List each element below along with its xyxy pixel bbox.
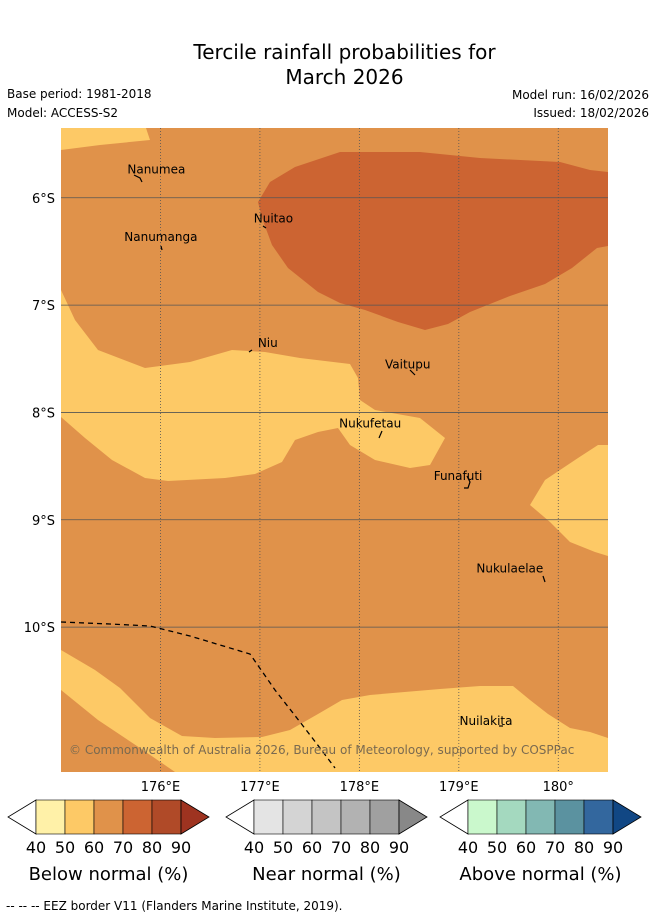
probability-zone-50-60-central: [61, 290, 445, 481]
longitude-tick-label: 177°E: [240, 780, 280, 795]
colorbar-title: Below normal (%): [29, 864, 189, 885]
colorbar-tick-label: 50: [55, 838, 75, 857]
colorbar-swatch: [122, 799, 153, 835]
place-label: Funafuti: [434, 469, 483, 483]
colorbar-tick-label: 80: [574, 838, 594, 857]
longitude-tick-label: 176°E: [141, 780, 181, 795]
colorbar-extend-low: [439, 799, 469, 835]
latitude-tick-label: 7°S: [32, 299, 55, 314]
chart-title: Tercile rainfall probabilities for March…: [0, 40, 655, 90]
probability-zone-50-60-north: [61, 128, 150, 150]
island-nukufetau-shape: [378, 430, 383, 439]
map-panel: Nanumea Nanumanga Nuitao Niu Vaitupu Nukufeta…: [61, 128, 608, 772]
latitude-tick-label: 6°S: [32, 192, 55, 207]
title-line-2: March 2026: [285, 65, 404, 89]
place-label: Vaitupu: [385, 358, 431, 372]
colorbar-extend-high: [612, 799, 642, 835]
island-nukulaelae-shape: [542, 575, 546, 583]
issued-date: Issued: 18/02/2026: [533, 106, 649, 120]
latitude-tick-label: 8°S: [32, 406, 55, 421]
longitude-tick-label: 178°E: [340, 780, 380, 795]
longitude-ticks: 176°E 177°E 178°E 179°E 180°: [141, 780, 574, 795]
latitude-tick-label: 10°S: [24, 621, 55, 636]
colorbar-tick-label: 70: [545, 838, 565, 857]
place-labels: Nanumea Nanumanga Nuitao Niu Vaitupu Nukufeta…: [124, 162, 543, 728]
island-nuitao-shape: [262, 225, 267, 229]
colorbar-swatch: [35, 799, 66, 835]
latitude-ticks: 6°S 7°S 8°S 9°S 10°S: [24, 192, 55, 636]
longitude-tick-label: 180°: [543, 780, 574, 795]
colorbar-swatch: [311, 799, 342, 835]
colorbar-3: 40 50 60 70 80 90 Above normal (%): [439, 799, 642, 885]
colorbar-tick-label: 70: [331, 838, 351, 857]
island-vaitupu-shape: [409, 369, 416, 376]
colorbar-tick-label: 80: [360, 838, 380, 857]
island-niu-shape: [248, 349, 253, 353]
island-markers: [133, 174, 546, 727]
colorbar-swatch: [467, 799, 498, 835]
eez-legend-note: -- -- -- EEZ border V11 (Flanders Marine…: [6, 899, 343, 913]
colorbar-swatch: [340, 799, 371, 835]
model-run: Model run: 16/02/2026: [511, 88, 649, 102]
colorbar-swatch: [525, 799, 556, 835]
place-label: Nukufetau: [339, 417, 401, 431]
latitude-tick-label: 9°S: [32, 514, 55, 529]
model-name: Model: ACCESS-S2: [7, 106, 119, 120]
colorbar-1: 40 50 60 70 80 90 Below normal (%): [7, 799, 210, 885]
eez-border-line: [61, 621, 336, 769]
colorbar-tick-label: 90: [389, 838, 409, 857]
probability-zone-70-80: [258, 152, 608, 330]
colorbar-tick-label: 50: [487, 838, 507, 857]
colorbar-swatch: [151, 799, 182, 835]
place-label: Nanumanga: [124, 230, 197, 244]
title-line-1: Tercile rainfall probabilities for: [193, 40, 496, 64]
colorbar-swatch: [93, 799, 124, 835]
colorbar-tick-label: 60: [302, 838, 322, 857]
colorbar-tick-label: 40: [458, 838, 478, 857]
colorbar-extend-low: [7, 799, 37, 835]
colorbar-tick-label: 90: [171, 838, 191, 857]
colorbar-tick-label: 50: [273, 838, 293, 857]
probability-zone-50-60-south: [61, 650, 608, 772]
colorbar-extend-high: [398, 799, 428, 835]
longitude-tick-label: 179°E: [439, 780, 479, 795]
island-nanumanga-shape: [160, 245, 163, 251]
colorbar-swatch: [64, 799, 95, 835]
colorbar-title: Above normal (%): [459, 864, 621, 885]
colorbar-tick-label: 60: [516, 838, 536, 857]
colorbar-extend-high: [180, 799, 210, 835]
place-label: Niu: [258, 336, 278, 350]
colorbar-swatch: [554, 799, 585, 835]
colorbar-tick-label: 70: [113, 838, 133, 857]
island-nanumea-shape: [133, 174, 143, 183]
colorbar-2: 40 50 60 70 80 90 Near normal (%): [225, 799, 428, 885]
colorbar-tick-label: 40: [26, 838, 46, 857]
place-label: Nuilakita: [460, 714, 513, 728]
colorbar-swatch: [369, 799, 400, 835]
colorbar-swatch: [253, 799, 284, 835]
colorbar-swatch: [282, 799, 313, 835]
place-label: Nanumea: [127, 162, 185, 176]
colorbar-legends: 40 50 60 70 80 90 Below normal (%) 40 50 60 70 80 90…: [7, 799, 642, 885]
graticule: [61, 128, 608, 772]
colorbar-tick-label: 90: [603, 838, 623, 857]
colorbar-tick-label: 60: [84, 838, 104, 857]
colorbar-tick-label: 80: [142, 838, 162, 857]
place-label: Nuitao: [254, 212, 293, 226]
colorbar-tick-label: 40: [244, 838, 264, 857]
probability-zone-50-60-east: [530, 445, 608, 556]
colorbar-swatch: [583, 799, 614, 835]
colorbar-extend-low: [225, 799, 255, 835]
island-funafuti-shape: [464, 475, 471, 489]
base-period: Base period: 1981-2018: [7, 87, 152, 101]
place-label: Nukulaelae: [476, 562, 543, 576]
colorbar-title: Near normal (%): [252, 864, 401, 885]
copyright-notice: © Commonwealth of Australia 2026, Bureau…: [69, 743, 574, 757]
colorbar-swatch: [496, 799, 527, 835]
